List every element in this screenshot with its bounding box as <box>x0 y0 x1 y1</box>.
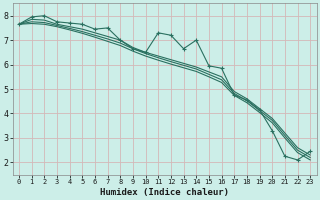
X-axis label: Humidex (Indice chaleur): Humidex (Indice chaleur) <box>100 188 229 197</box>
